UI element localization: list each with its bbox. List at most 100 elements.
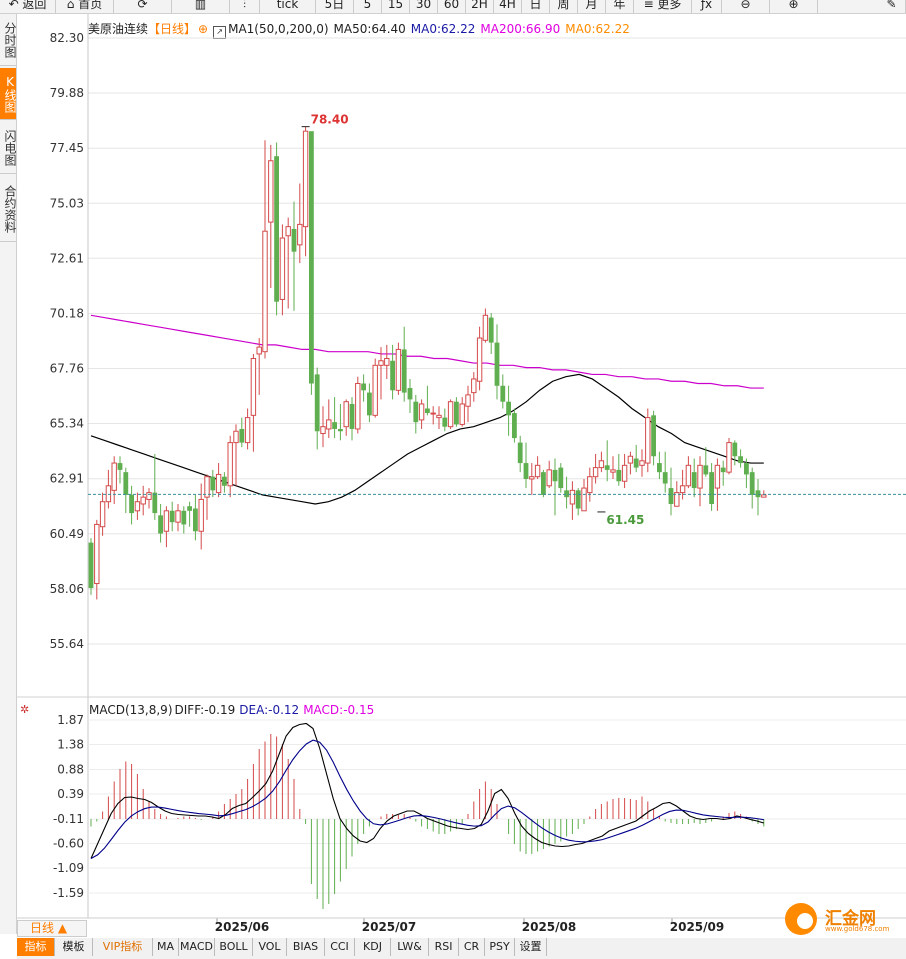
toolbar-5min-button[interactable]: 5: [354, 0, 382, 13]
candle-body: [587, 476, 593, 494]
candle-body: [326, 419, 332, 430]
indicator-tab-7[interactable]: BIAS: [287, 938, 325, 956]
candle-body: [111, 462, 117, 491]
toolbar-15min-button[interactable]: 15: [382, 0, 410, 13]
indicator-tab-13[interactable]: PSY: [485, 938, 515, 956]
candle-body: [714, 464, 721, 489]
toolbar-year-button[interactable]: 年: [606, 0, 634, 13]
candle-body: [134, 501, 141, 512]
dea-line: [90, 739, 764, 859]
toolbar-30min-button[interactable]: 30: [410, 0, 438, 13]
candle-body: [302, 130, 309, 228]
price-tick-label: 75.03: [50, 196, 84, 210]
toolbar-week-button[interactable]: 周: [550, 0, 578, 13]
toolbar-day-button[interactable]: 日: [522, 0, 550, 13]
tab-kline[interactable]: K线图: [0, 68, 17, 120]
period-selector[interactable]: 日线 ▲: [17, 920, 87, 937]
candle-body: [552, 469, 558, 482]
candle-body: [685, 464, 692, 487]
candle-body: [720, 467, 726, 473]
x-axis-label: 2025/06: [215, 920, 269, 934]
indicator-tab-8[interactable]: CCI: [325, 938, 355, 956]
macd-tick-label: -0.60: [53, 837, 84, 851]
macd-tick-label: 1.38: [57, 738, 84, 752]
candle-body: [210, 476, 216, 491]
candle-body: [500, 385, 506, 402]
toolbar-refresh-button[interactable]: ⟳: [114, 0, 172, 13]
indicator-tab-11[interactable]: RSI: [429, 938, 459, 956]
candle-body: [639, 460, 645, 466]
toolbar-tick-button[interactable]: tick: [260, 0, 316, 13]
candle-body: [395, 348, 402, 391]
candle-body: [621, 464, 628, 482]
period-label[interactable]: 【日线】: [148, 22, 197, 36]
candle-body: [332, 422, 337, 429]
tab-timeshare[interactable]: 分时图: [0, 14, 17, 66]
candle-body: [215, 473, 222, 494]
indicator-tab-6[interactable]: VOL: [253, 938, 287, 956]
candle-body: [367, 392, 372, 416]
candle-body: [158, 515, 163, 534]
candle-body: [129, 494, 134, 514]
indicator-tab-5[interactable]: BOLL: [215, 938, 253, 956]
toolbar-4h-button[interactable]: 4H: [494, 0, 522, 13]
candle-body: [285, 226, 291, 237]
candle-body: [651, 415, 656, 457]
candle-body: [569, 489, 576, 505]
indicator-tab-4[interactable]: MACD: [179, 938, 215, 956]
draw-pen-icon[interactable]: ✎: [878, 0, 906, 13]
candle-body: [541, 472, 546, 495]
toolbar-fx-button[interactable]: ƒx: [692, 0, 722, 13]
toolbar-candle-style-button[interactable]: ⫶: [230, 0, 260, 13]
candle-body: [413, 401, 419, 423]
tab-contract-info[interactable]: 合约资料: [0, 176, 17, 242]
toolbar-more-button[interactable]: ≡ 更多: [634, 0, 692, 13]
candle-body: [193, 508, 198, 532]
ma200-value: MA200:66.90: [480, 22, 561, 36]
candle-body: [645, 417, 651, 464]
toolbar-chart-type-button[interactable]: ▥: [172, 0, 230, 13]
indicator-tab-9[interactable]: KDJ: [355, 938, 391, 956]
indicator-tab-3[interactable]: MA: [153, 938, 179, 956]
indicator-tab-0[interactable]: 指标: [17, 938, 55, 956]
indicator-tab-1[interactable]: 模板: [55, 938, 93, 956]
toolbar-60min-button[interactable]: 60: [438, 0, 466, 13]
candle-body: [662, 472, 668, 484]
indicator-tab-12[interactable]: CR: [459, 938, 485, 956]
diff-value: DIFF:-0.19: [174, 703, 236, 717]
toolbar-zoom-out-button[interactable]: ⊖: [722, 0, 770, 13]
toolbar-2h-button[interactable]: 2H: [466, 0, 494, 13]
indicator-tab-14[interactable]: 设置: [515, 938, 547, 956]
toolbar-home-button[interactable]: ⌂ 首页: [56, 0, 114, 13]
toolbar-5day-button[interactable]: 5日: [316, 0, 354, 13]
candle-body: [633, 458, 639, 468]
indicator-tab-10[interactable]: LW&: [391, 938, 429, 956]
ma0-value: MA0:62.22: [410, 22, 476, 36]
candle-body: [558, 467, 564, 489]
candle-body: [604, 465, 610, 470]
price-tick-label: 58.06: [50, 582, 84, 596]
instrument-name: 美原油连续: [88, 22, 149, 36]
candle-body: [338, 428, 343, 432]
ma50-value: MA50:64.40: [333, 22, 406, 36]
price-tick-label: 82.30: [50, 31, 84, 45]
candle-body: [668, 488, 674, 504]
toolbar-month-button[interactable]: 月: [578, 0, 606, 13]
indicator-tab-2[interactable]: VIP指标: [93, 938, 153, 956]
macd-settings-icon[interactable]: ✲: [20, 703, 30, 716]
candle-body: [697, 464, 703, 489]
price-tick-label: 65.34: [50, 417, 84, 431]
toolbar-zoom-in-button[interactable]: ⊕: [770, 0, 818, 13]
indicator-icon[interactable]: ↗: [213, 26, 227, 39]
candle-body: [163, 510, 170, 532]
candle-body: [407, 388, 413, 400]
candle-body: [227, 442, 233, 487]
tab-flash[interactable]: 闪电图: [0, 122, 17, 174]
candle-body: [459, 403, 465, 425]
candle-body: [187, 506, 192, 511]
toolbar-back-button[interactable]: ↶ 返回: [0, 0, 56, 13]
price-tick-label: 70.18: [50, 306, 84, 320]
candle-body: [152, 492, 158, 514]
settings-icon[interactable]: ⊕: [198, 22, 209, 36]
